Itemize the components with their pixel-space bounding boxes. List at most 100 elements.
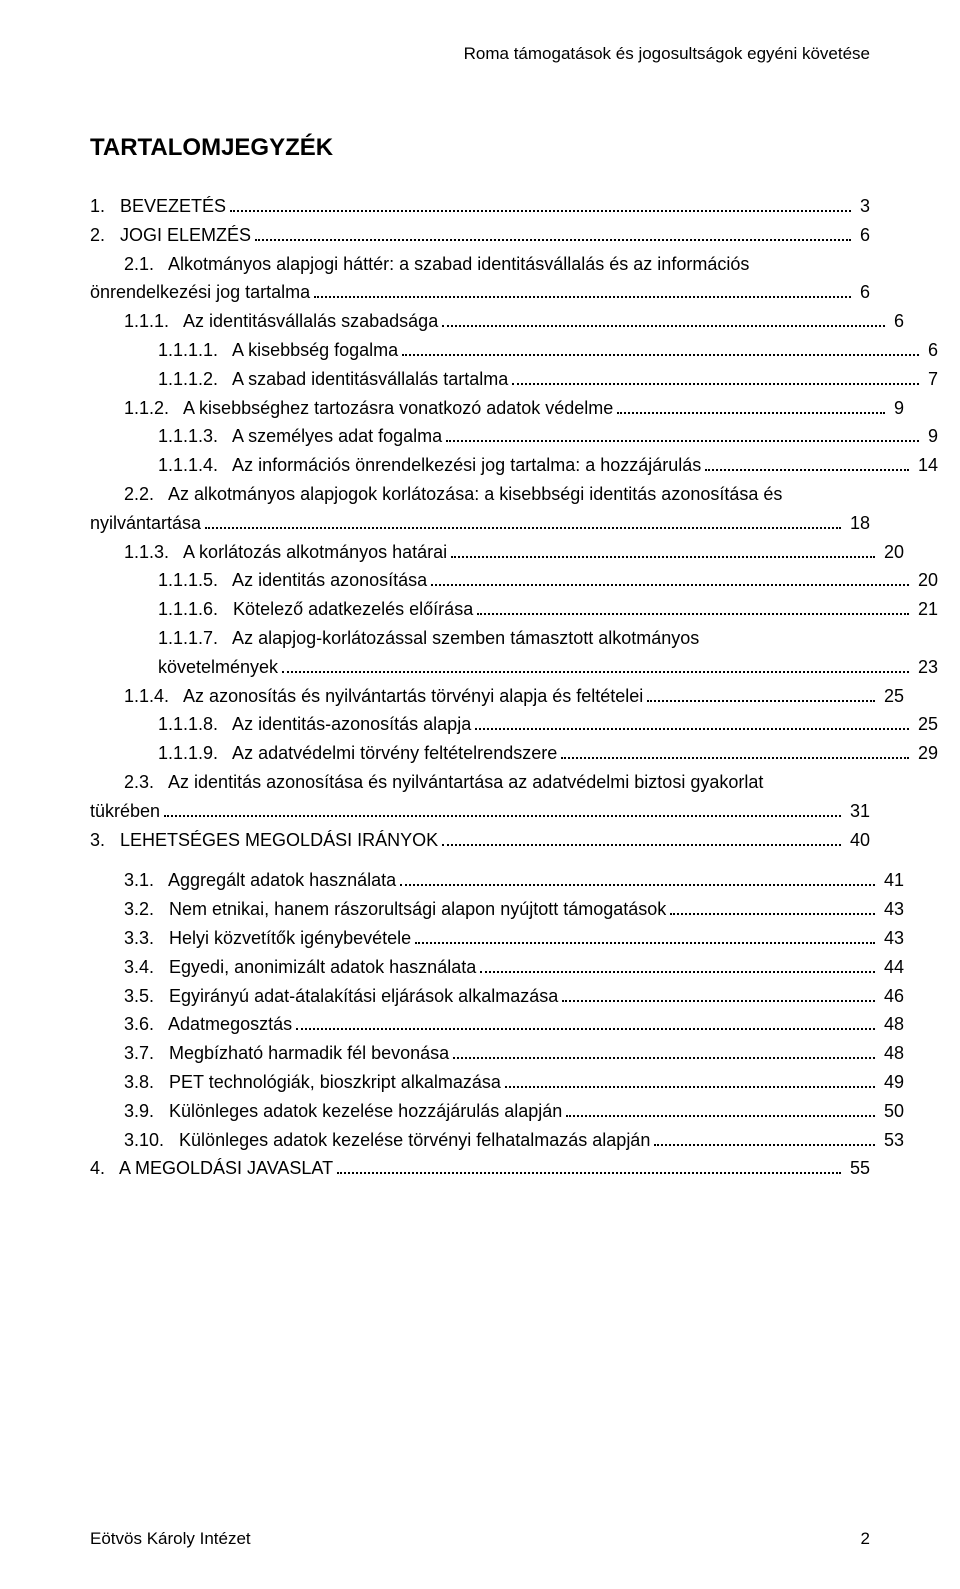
toc-entry[interactable]: 1.1.1.7. Az alapjog-korlátozással szembe… (90, 624, 938, 653)
toc-page-number: 55 (845, 1154, 870, 1183)
toc-leader (705, 453, 909, 471)
toc-entry-label: 2. JOGI ELEMZÉS (90, 221, 251, 250)
toc-leader (477, 597, 909, 615)
toc-page-number: 41 (879, 866, 904, 895)
toc-entry[interactable]: 1.1.2. A kisebbséghez tartozásra vonatko… (90, 394, 904, 423)
running-header: Roma támogatások és jogosultságok egyéni… (90, 44, 870, 64)
toc-entry[interactable]: 1.1.1.5. Az identitás azonosítása 20 (90, 566, 938, 595)
toc-entry-label: 1.1.1. Az identitásvállalás szabadsága (124, 307, 438, 336)
toc-entry[interactable]: 4. A MEGOLDÁSI JAVASLAT 55 (90, 1154, 870, 1183)
footer-left: Eötvös Károly Intézet (90, 1529, 251, 1549)
toc-page-number: 25 (913, 710, 938, 739)
toc-entry-continuation[interactable]: nyilvántartása 18 (90, 509, 870, 538)
toc-page-number: 9 (889, 394, 904, 423)
toc-entry[interactable]: 3.4. Egyedi, anonimizált adatok használa… (90, 953, 904, 982)
toc-entry[interactable]: 3.8. PET technológiák, bioszkript alkalm… (90, 1068, 904, 1097)
toc-leader (402, 338, 919, 356)
toc-page-number: 18 (845, 509, 870, 538)
toc-entry[interactable]: 1.1.1.1. A kisebbség fogalma 6 (90, 336, 938, 365)
toc-entry-label: 1.1.1.8. Az identitás-azonosítás alapja (158, 710, 471, 739)
toc-entry[interactable]: 3.6. Adatmegosztás 48 (90, 1010, 904, 1039)
toc-entry[interactable]: 1.1.1.9. Az adatvédelmi törvény feltétel… (90, 739, 938, 768)
toc-entry-label: 3.2. Nem etnikai, hanem rászorultsági al… (124, 895, 666, 924)
toc-entry-label: 1.1.1.9. Az adatvédelmi törvény feltétel… (158, 739, 557, 768)
toc-entry-label: önrendelkezési jog tartalma (90, 278, 310, 307)
toc-entry[interactable]: 3.10. Különleges adatok kezelése törvény… (90, 1126, 904, 1155)
toc-entry-label: 2.3. Az identitás azonosítása és nyilván… (124, 768, 763, 797)
toc-leader (475, 712, 909, 730)
toc-entry[interactable]: 1.1.4. Az azonosítás és nyilvántartás tö… (90, 682, 904, 711)
toc-entry[interactable]: 1.1.1.6. Kötelező adatkezelés előírása 2… (90, 595, 938, 624)
toc-leader (205, 511, 841, 529)
toc-leader (442, 309, 885, 327)
toc-entry-continuation[interactable]: tükrében 31 (90, 797, 870, 826)
toc-entry[interactable]: 3.7. Megbízható harmadik fél bevonása 48 (90, 1039, 904, 1068)
toc-entry[interactable]: 3.1. Aggregált adatok használata 41 (90, 866, 904, 895)
toc-entry-label: 1.1.4. Az azonosítás és nyilvántartás tö… (124, 682, 643, 711)
toc-leader (255, 223, 851, 241)
toc-entry-label: 1.1.1.2. A szabad identitásvállalás tart… (158, 365, 508, 394)
toc-title: TARTALOMJEGYZÉK (90, 134, 870, 162)
toc-page-number: 31 (845, 797, 870, 826)
toc-leader (512, 367, 919, 385)
toc-leader (566, 1099, 875, 1117)
toc-page-number: 46 (879, 982, 904, 1011)
toc-entry[interactable]: 2.3. Az identitás azonosítása és nyilván… (90, 768, 904, 797)
toc-entry-label: 1. BEVEZETÉS (90, 192, 226, 221)
toc-entry-label: tükrében (90, 797, 160, 826)
toc-entry[interactable]: 1.1.1.8. Az identitás-azonosítás alapja … (90, 710, 938, 739)
toc-leader (296, 1012, 875, 1030)
toc-leader (337, 1156, 841, 1174)
toc-entry-label: 1.1.2. A kisebbséghez tartozásra vonatko… (124, 394, 613, 423)
toc-leader (561, 741, 909, 759)
toc-entry-label: 3.7. Megbízható harmadik fél bevonása (124, 1039, 449, 1068)
toc-leader (415, 926, 875, 944)
toc-entry-label: 1.1.1.7. Az alapjog-korlátozással szembe… (158, 624, 699, 653)
toc-entry[interactable]: 1.1.1. Az identitásvállalás szabadsága 6 (90, 307, 904, 336)
toc-entry[interactable]: 3.3. Helyi közvetítők igénybevétele 43 (90, 924, 904, 953)
page-footer: Eötvös Károly Intézet 2 (90, 1489, 870, 1549)
toc-entry[interactable]: 1.1.1.4. Az információs önrendelkezési j… (90, 451, 938, 480)
toc-page-number: 43 (879, 924, 904, 953)
toc-page-number: 6 (889, 307, 904, 336)
toc-entry-label: 3.3. Helyi közvetítők igénybevétele (124, 924, 411, 953)
toc-leader (505, 1070, 875, 1088)
toc-section-gap (90, 854, 870, 866)
toc-page-number: 48 (879, 1010, 904, 1039)
toc-entry[interactable]: 1.1.3. A korlátozás alkotmányos határai … (90, 538, 904, 567)
toc-page-number: 7 (923, 365, 938, 394)
toc-entry[interactable]: 1. BEVEZETÉS 3 (90, 192, 870, 221)
toc-page-number: 6 (855, 278, 870, 307)
toc-entry-label: 4. A MEGOLDÁSI JAVASLAT (90, 1154, 333, 1183)
toc-page-number: 49 (879, 1068, 904, 1097)
toc-entry[interactable]: 3.5. Egyirányú adat-átalakítási eljáráso… (90, 982, 904, 1011)
toc-entry[interactable]: 1.1.1.2. A szabad identitásvállalás tart… (90, 365, 938, 394)
toc-entry[interactable]: 3.9. Különleges adatok kezelése hozzájár… (90, 1097, 904, 1126)
toc-entry-label: 2.2. Az alkotmányos alapjogok korlátozás… (124, 480, 782, 509)
toc-leader (230, 194, 851, 212)
toc-entry[interactable]: 3. LEHETSÉGES MEGOLDÁSI IRÁNYOK 40 (90, 826, 870, 855)
toc-page-number: 29 (913, 739, 938, 768)
toc-leader (647, 683, 875, 701)
toc-page-number: 6 (923, 336, 938, 365)
toc-entry[interactable]: 2. JOGI ELEMZÉS 6 (90, 221, 870, 250)
toc-leader (282, 655, 909, 673)
toc-entry[interactable]: 2.1. Alkotmányos alapjogi háttér: a szab… (90, 250, 904, 279)
toc-page-number: 23 (913, 653, 938, 682)
toc-entry-label: 2.1. Alkotmányos alapjogi háttér: a szab… (124, 250, 749, 279)
toc-entry-label: 1.1.1.4. Az információs önrendelkezési j… (158, 451, 701, 480)
toc-entry[interactable]: 1.1.1.3. A személyes adat fogalma 9 (90, 422, 938, 451)
toc-page-number: 44 (879, 953, 904, 982)
toc-entry-label: 1.1.1.1. A kisebbség fogalma (158, 336, 398, 365)
toc-leader (670, 897, 875, 915)
toc-entry-label: 1.1.1.3. A személyes adat fogalma (158, 422, 442, 451)
toc-page-number: 3 (855, 192, 870, 221)
toc-entry[interactable]: 3.2. Nem etnikai, hanem rászorultsági al… (90, 895, 904, 924)
toc-leader (562, 983, 875, 1001)
toc-entry-continuation[interactable]: követelmények 23 (90, 653, 938, 682)
toc-entry-label: 3.6. Adatmegosztás (124, 1010, 292, 1039)
toc-entry-continuation[interactable]: önrendelkezési jog tartalma 6 (90, 278, 870, 307)
toc-page-number: 25 (879, 682, 904, 711)
toc-leader (453, 1041, 875, 1059)
toc-entry[interactable]: 2.2. Az alkotmányos alapjogok korlátozás… (90, 480, 904, 509)
